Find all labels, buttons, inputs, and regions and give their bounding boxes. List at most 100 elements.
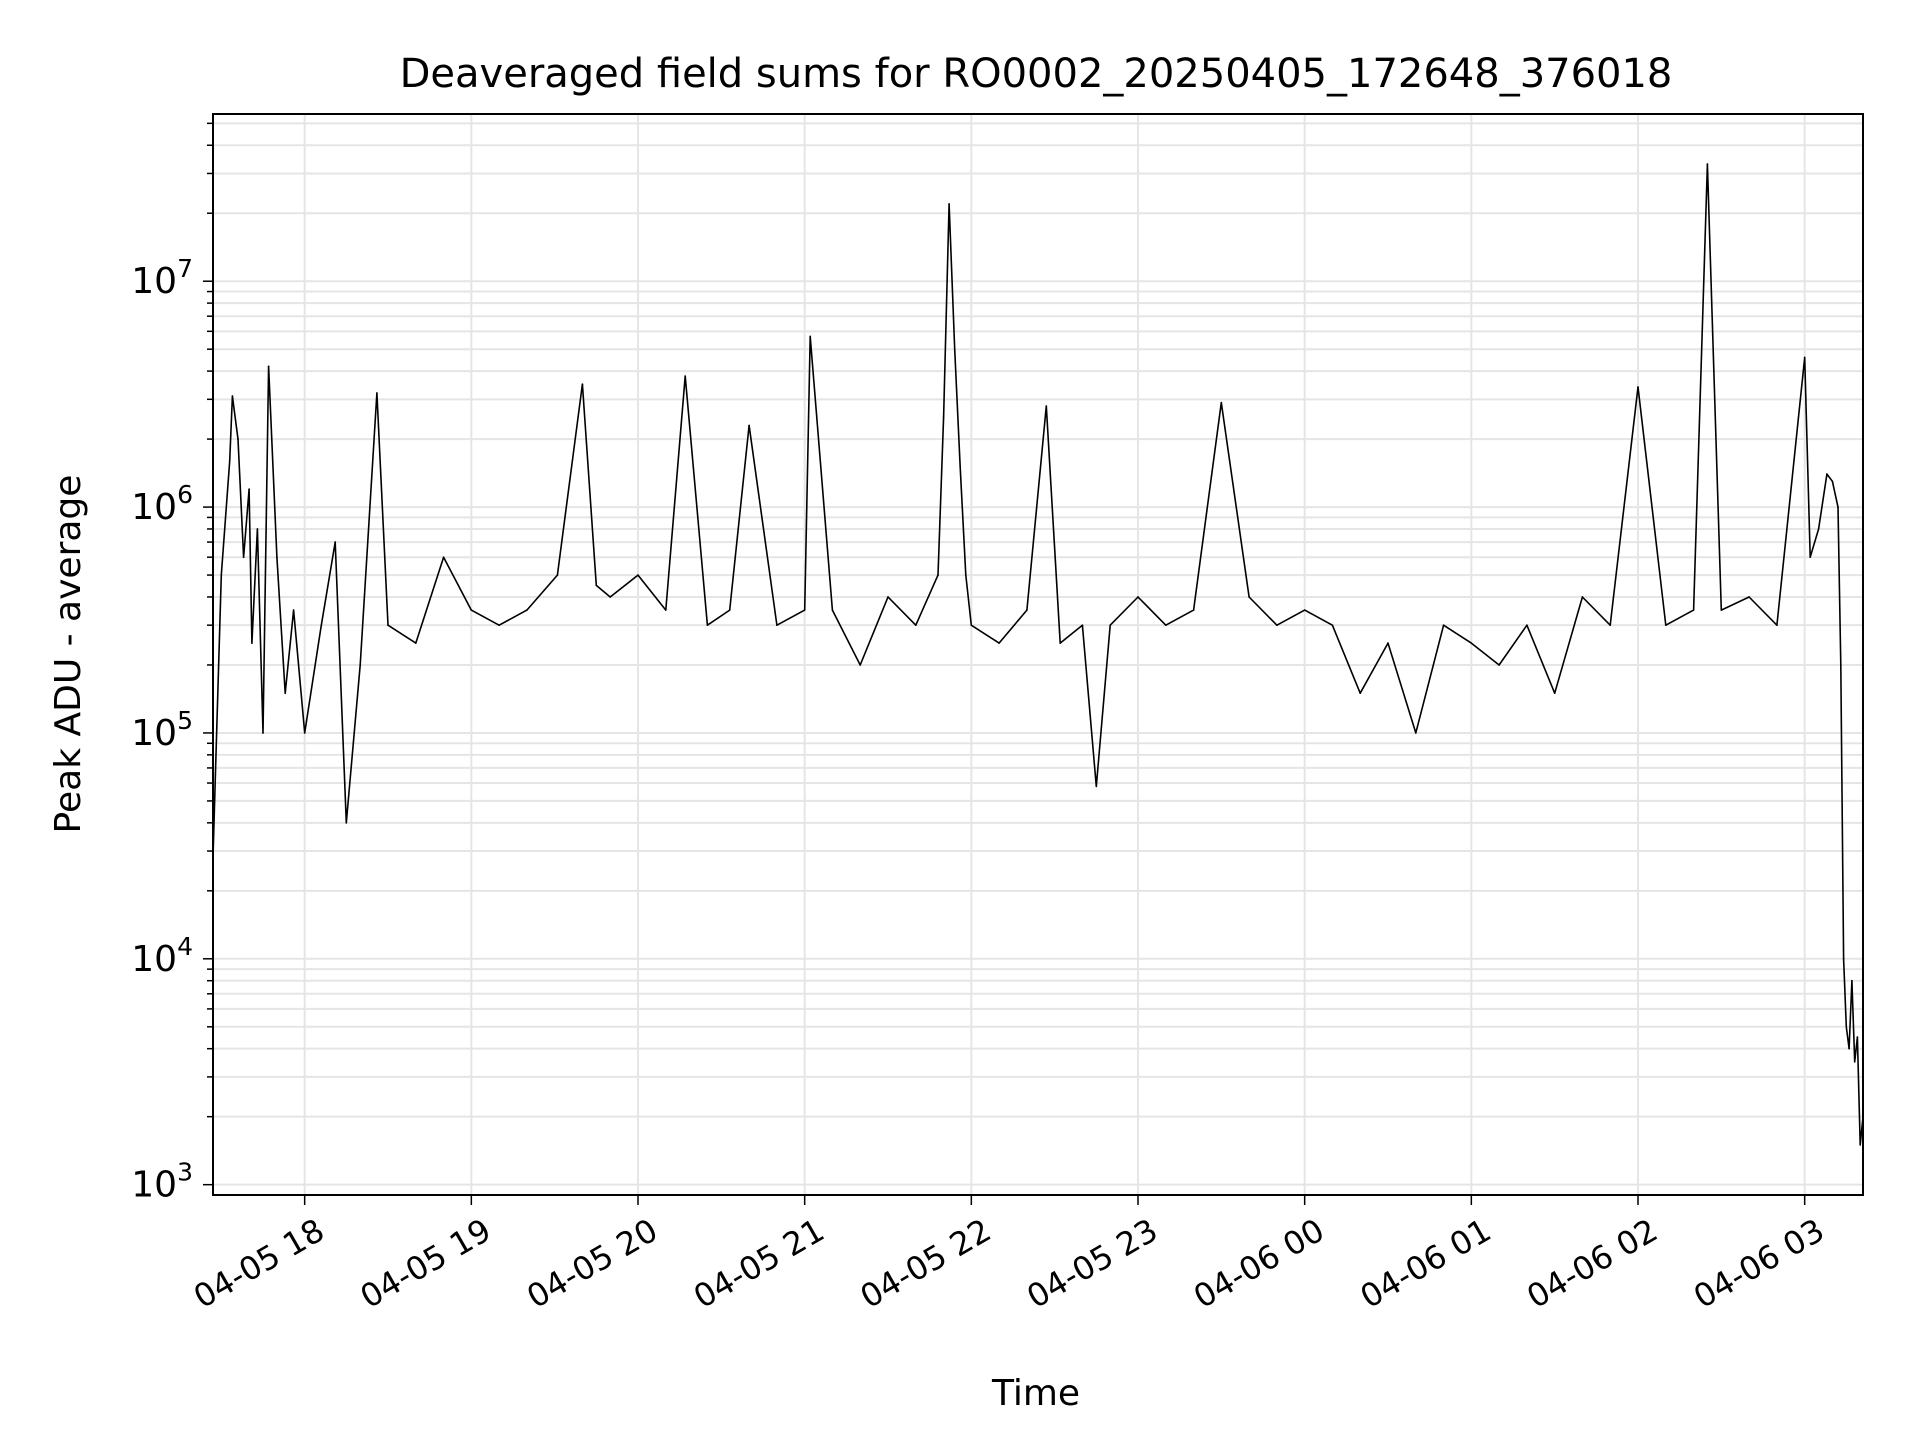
data-point: [859, 664, 862, 666]
y-tick-label: 104: [131, 932, 193, 980]
data-point: [284, 692, 287, 694]
data-point: [414, 642, 417, 644]
plot-frame: [212, 113, 1864, 1196]
data-point: [1826, 473, 1828, 475]
data-point: [237, 438, 239, 440]
data-point: [1414, 732, 1417, 734]
data-point: [1387, 642, 1389, 644]
data-point: [251, 642, 253, 644]
data-point: [684, 375, 687, 377]
data-point: [256, 528, 259, 530]
data-point: [664, 609, 667, 611]
data-point: [262, 732, 264, 734]
y-tick-label: 107: [131, 254, 193, 302]
data-point: [1776, 624, 1778, 626]
data-point: [1817, 528, 1820, 530]
data-point: [831, 609, 834, 611]
data-point: [303, 732, 306, 734]
data-point: [1706, 163, 1709, 165]
data-point: [1498, 664, 1500, 666]
data-point: [706, 624, 709, 626]
data-point: [1692, 609, 1695, 611]
data-point: [320, 624, 323, 626]
data-point: [231, 395, 234, 397]
data-point: [1664, 624, 1667, 626]
plot-area: [212, 163, 1864, 1146]
data-point: [609, 596, 612, 598]
data-point: [1809, 556, 1812, 558]
data-point: [776, 624, 778, 626]
data-point: [914, 624, 917, 626]
data-point: [498, 624, 500, 626]
data-point: [964, 574, 967, 576]
data-point: [1442, 624, 1445, 626]
chart-title: Deaveraged field sums for RO0002_2025040…: [400, 51, 1673, 97]
data-point: [1748, 596, 1750, 598]
data-point: [1553, 692, 1556, 694]
data-point: [1581, 596, 1584, 598]
data-point: [228, 460, 231, 462]
data-point: [526, 609, 528, 611]
data-point: [1831, 480, 1834, 483]
data-point: [1192, 609, 1195, 611]
data-point: [376, 392, 378, 394]
data-point: [267, 365, 270, 368]
data-point: [998, 642, 1000, 644]
data-point: [276, 556, 278, 558]
data-point: [292, 609, 295, 611]
series-line: [212, 163, 1864, 1146]
data-point: [937, 574, 939, 576]
data-point: [803, 609, 806, 611]
data-point: [637, 574, 639, 576]
data-point: [1331, 624, 1334, 626]
data-point: [1845, 1025, 1848, 1028]
data-point: [242, 556, 245, 558]
data-point: [953, 348, 956, 351]
grid-lines: [213, 114, 1863, 1195]
data-point: [748, 424, 750, 427]
data-point: [470, 609, 473, 611]
data-point: [1248, 596, 1250, 598]
data-point: [442, 556, 445, 558]
data-point: [959, 466, 962, 469]
data-point: [1470, 642, 1473, 644]
data-point: [1839, 664, 1842, 666]
data-point: [1045, 405, 1048, 407]
data-point: [809, 335, 812, 338]
data-point: [1859, 1144, 1862, 1146]
data-point: [1609, 624, 1612, 626]
data-point: [1303, 609, 1306, 611]
data-point: [214, 760, 217, 762]
data-point: [1856, 1036, 1859, 1038]
data-point: [1026, 609, 1028, 611]
data-point: [220, 574, 223, 576]
data-point: [1853, 1060, 1856, 1063]
data-point: [1276, 624, 1278, 626]
data-point: [1526, 624, 1528, 626]
data-point: [948, 203, 950, 205]
data-point: [1837, 506, 1839, 508]
data-point: [359, 664, 362, 666]
y-tick-label: 103: [131, 1158, 193, 1206]
data-point: [1842, 958, 1845, 960]
data-point: [1164, 624, 1167, 626]
data-point: [1803, 356, 1806, 359]
data-point: [387, 624, 389, 626]
data-point: [1059, 642, 1062, 644]
y-tick-label: 105: [131, 706, 193, 754]
data-point: [345, 822, 348, 824]
data-point: [1637, 386, 1639, 388]
data-point: [581, 383, 584, 385]
data-point: [1359, 692, 1362, 694]
data-point: [728, 609, 731, 611]
data-point: [556, 574, 559, 576]
data-point: [1137, 596, 1139, 598]
x-axis-label: Time: [991, 1373, 1080, 1414]
data-point: [1081, 624, 1084, 626]
data-point: [248, 488, 250, 490]
data-point: [1848, 1047, 1850, 1050]
data-point: [595, 584, 598, 587]
data-point: [970, 624, 973, 626]
